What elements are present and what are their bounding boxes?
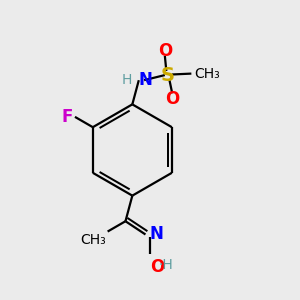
Text: CH₃: CH₃ [194, 67, 220, 81]
Text: N: N [139, 70, 153, 88]
Text: H: H [122, 73, 132, 87]
Text: ·H: ·H [159, 258, 173, 272]
Text: O: O [158, 42, 172, 60]
Text: S: S [161, 66, 175, 85]
Text: F: F [61, 108, 73, 126]
Text: N: N [150, 226, 164, 244]
Text: CH₃: CH₃ [80, 233, 106, 247]
Text: O: O [165, 90, 179, 108]
Text: O: O [150, 258, 164, 276]
